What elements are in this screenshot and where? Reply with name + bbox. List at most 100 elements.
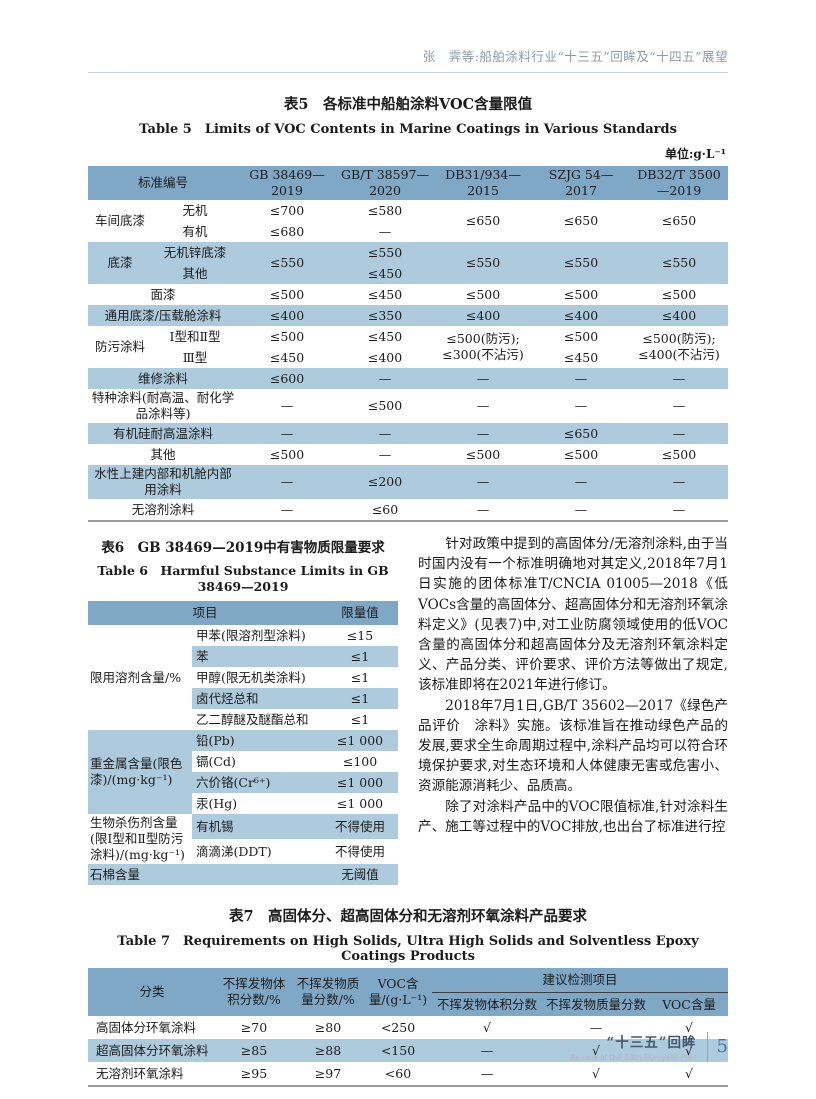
cell: √ xyxy=(685,1065,693,1081)
table7-title-zh: 表7 高固体分、超高固体分和无溶剂环氧涂料产品要求 xyxy=(228,908,588,925)
cell: ≤400 xyxy=(661,307,697,323)
cell: 六价铬(Cr⁶⁺) xyxy=(196,774,271,790)
cell: — xyxy=(476,501,490,517)
cell: ≤450 xyxy=(367,265,403,281)
table-row: 通用底漆/压载舱涂料 ≤400 ≤350 ≤400 ≤400 ≤400 xyxy=(88,305,729,326)
table-row: 防污涂料 Ⅰ型和Ⅱ型 ≤500 ≤450 ≤500(防污); ≤300(不沾污)… xyxy=(88,326,729,362)
table-row: 石棉含量 无阈值 xyxy=(88,864,399,885)
cell: — xyxy=(476,370,490,386)
table-row: 维修涂料 ≤600 — — — — xyxy=(88,368,729,389)
column-header: DB32/T 3500—2019 xyxy=(637,167,721,198)
table6-harmful-substances: 项目 限量值 限用溶剂含量/% 甲苯(限溶剂型涂料) ≤15 苯 ≤1 甲醇(限… xyxy=(88,601,399,885)
cell: ≤550 xyxy=(269,255,305,270)
cell: √ xyxy=(685,1019,693,1035)
group-label: 生物杀伤剂含量(限Ⅰ型和Ⅱ型防污涂料)/(mg·kg⁻¹) xyxy=(88,814,192,864)
cell: ≤400 xyxy=(269,307,305,323)
row-sublabel: Ⅰ型和Ⅱ型 xyxy=(169,328,221,344)
cell: √ xyxy=(592,1042,600,1058)
cell: ≤500 xyxy=(563,286,599,302)
cell: ≤550 xyxy=(661,255,697,270)
cell: — xyxy=(589,1019,603,1035)
cell: — xyxy=(574,501,588,517)
cell: ≤500(防污); ≤400(不沾污) xyxy=(638,331,720,362)
table-row: 高固体分环氧涂料 ≥70 ≥80 <250 √ — √ xyxy=(88,1016,729,1039)
cell: — xyxy=(672,474,686,489)
row-sublabel: 有机 xyxy=(182,223,208,239)
table-row: 其他 ≤500 — ≤500 ≤500 ≤500 xyxy=(88,444,729,465)
cell: ≤1 000 xyxy=(336,774,384,790)
cell: — xyxy=(476,425,490,441)
cell: — xyxy=(574,474,588,489)
cell: — xyxy=(574,398,588,413)
cell: ≤1 000 xyxy=(336,795,384,811)
table6-header-row: 项目 限量值 xyxy=(88,601,399,625)
cell: — xyxy=(280,425,294,441)
cell: ≥88 xyxy=(314,1042,342,1058)
cell: ≤500 xyxy=(563,328,599,344)
cell: — xyxy=(378,223,392,239)
footer-labels: “十三五”回眸 Review of the 13th Five-year Pla… xyxy=(571,1031,697,1062)
table7-header-row: 分类 不挥发物体积分数/% 不挥发物质量分数/% VOC含量/(g·L⁻¹) 建… xyxy=(88,968,729,1007)
running-head: 张 霁等:船舶涂料行业“十三五”回眸及“十四五”展望 xyxy=(88,46,728,73)
table5-title-zh: 表5 各标准中船舶涂料VOC含量限值 xyxy=(283,96,533,113)
row-label: 底漆 xyxy=(107,255,133,270)
paragraph-2: 2018年7月1日,GB/T 35602—2017《绿色产品评价 涂料》实施。该… xyxy=(418,697,728,795)
cell: ≥80 xyxy=(314,1019,342,1035)
column-header: 项目 xyxy=(192,605,218,620)
cell: ≤400 xyxy=(563,307,599,323)
row-label: 无溶剂涂料 xyxy=(131,501,195,517)
table5-voc-limits: 标准编号 GB 38469—2019 GB/T 38597—2020 DB31/… xyxy=(88,166,729,522)
row-label: 超高固体分环氧涂料 xyxy=(96,1042,209,1058)
table7-epoxy-requirements: 分类 不挥发物体积分数/% 不挥发物质量分数/% VOC含量/(g·L⁻¹) 建… xyxy=(88,968,729,1087)
cell: √ xyxy=(685,1042,693,1058)
cell: 镉(Cd) xyxy=(196,753,236,769)
table-row: 限用溶剂含量/% 甲苯(限溶剂型涂料) ≤15 xyxy=(88,625,399,730)
cell: 滴滴涕(DDT) xyxy=(196,843,272,859)
paragraph-3: 除了对涂料产品中的VOC限值标准,针对涂料生产、施工等过程中的VOC排放,也出台… xyxy=(418,798,728,835)
cell: ≥97 xyxy=(314,1065,342,1081)
row-sublabel: 无机 xyxy=(182,202,208,218)
cell: ≤500 xyxy=(269,446,305,462)
cell: ≤500 xyxy=(563,446,599,462)
cell: 乙二醇醚及醚酯总和 xyxy=(196,711,309,727)
table-row: 无溶剂环氧涂料 ≥95 ≥97 <60 — √ √ xyxy=(88,1062,729,1086)
cell: 汞(Hg) xyxy=(196,795,238,811)
cell: √ xyxy=(592,1065,600,1081)
cell: ≤550 xyxy=(465,255,501,270)
cell: — xyxy=(672,370,686,386)
row-label: 防污涂料 xyxy=(94,339,145,354)
cell: — xyxy=(480,1042,494,1058)
page-number: 5 xyxy=(716,1036,728,1057)
group-label: 重金属含量(限色漆)/(mg·kg⁻¹) xyxy=(88,730,192,814)
column-header: GB 38469—2019 xyxy=(249,167,325,198)
cell: 无阈值 xyxy=(341,866,379,882)
cell: — xyxy=(672,425,686,441)
table-row: 底漆 无机锌底漆 ≤550 ≤550 ≤550 ≤550 ≤550 xyxy=(88,242,729,270)
cell: ≤450 xyxy=(563,349,599,365)
cell: ≤450 xyxy=(367,328,403,344)
cell: — xyxy=(280,501,294,517)
cell: ≤650 xyxy=(465,213,501,228)
right-column: 针对政策中提到的高固体分/无溶剂涂料,由于当时国内没有一个标准明确地对其定义,2… xyxy=(418,534,728,885)
cell: <60 xyxy=(384,1065,412,1081)
cell: — xyxy=(480,1065,494,1081)
column-header: 不挥发物体积分数/% xyxy=(222,976,286,1007)
column-header: VOC含量 xyxy=(662,996,716,1012)
group-label: 限用溶剂含量/% xyxy=(88,625,192,730)
cell: ≤500 xyxy=(661,286,697,302)
column-header: 不挥发物质量分数 xyxy=(545,996,646,1012)
cell: ≤500(防污); ≤300(不沾污) xyxy=(442,331,524,362)
table-row: 面漆 ≤500 ≤450 ≤500 ≤500 ≤500 xyxy=(88,284,729,305)
cell: ≤550 xyxy=(367,244,403,260)
column-header: 不挥发物体积分数 xyxy=(436,996,537,1012)
cell: <250 xyxy=(380,1019,416,1035)
table-row: 特种涂料(耐高温、耐化学品涂料等) — ≤500 — — — xyxy=(88,389,729,423)
row-label: 其他 xyxy=(150,446,176,462)
cell: 铅(Pb) xyxy=(196,732,235,748)
table7-title-en: Table 7 Requirements on High Solids, Ult… xyxy=(117,934,699,964)
cell: — xyxy=(378,370,392,386)
cell: ≤650 xyxy=(563,425,599,441)
table-row: Ⅲ型 ≤450 ≤400 ≤450 xyxy=(88,347,729,368)
footer-label-en: Review of the 13th Five-year Plan xyxy=(570,1053,697,1062)
